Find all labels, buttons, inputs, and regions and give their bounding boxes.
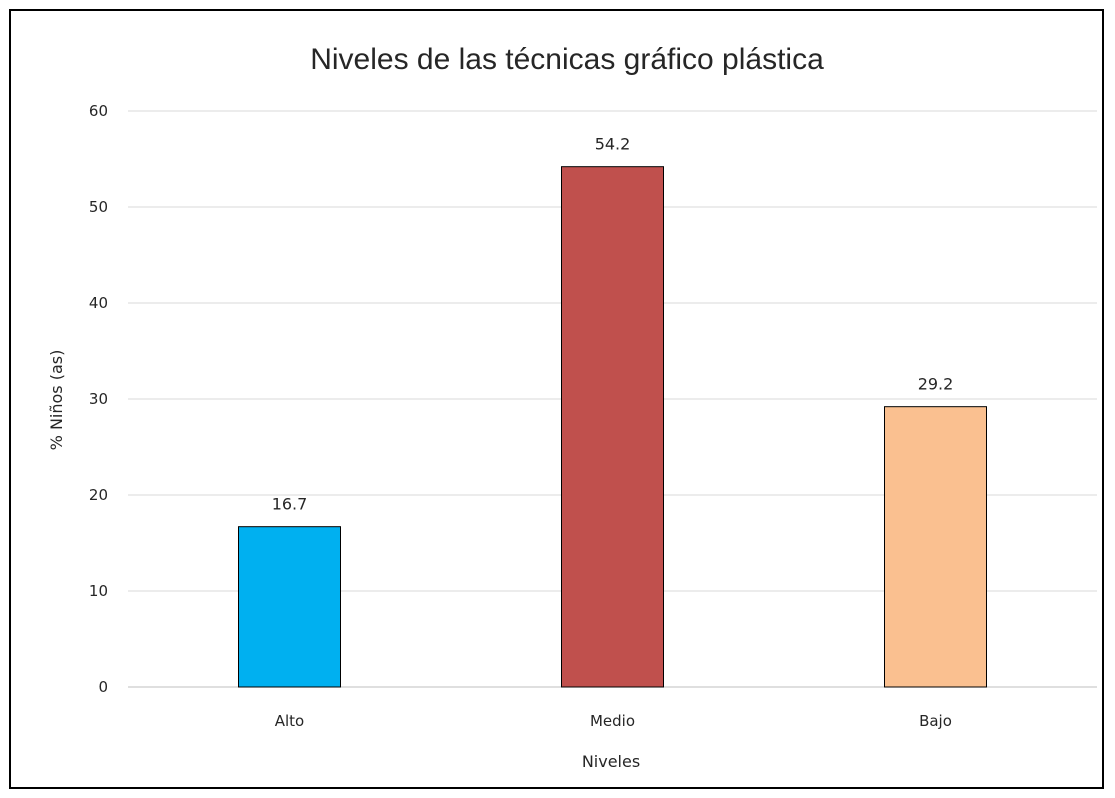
bar-alto	[238, 526, 341, 688]
data-label-bajo: 29.2	[918, 375, 954, 394]
x-axis-title: Niveles	[582, 752, 640, 771]
chart-title: Niveles de las técnicas gráfico plástica	[310, 43, 824, 76]
y-tick-label: 10	[89, 582, 108, 600]
data-labels: 16.7 54.2 29.2	[272, 135, 954, 514]
x-category-label-medio: Medio	[590, 712, 635, 730]
y-axis-title: % Niños (as)	[47, 350, 66, 451]
bars	[238, 166, 987, 688]
y-tick-label: 30	[89, 390, 108, 408]
y-tick-label: 0	[98, 678, 108, 696]
y-tick-label: 60	[89, 102, 108, 120]
data-label-alto: 16.7	[272, 495, 308, 514]
y-tick-label: 20	[89, 486, 108, 504]
y-tick-label: 50	[89, 198, 108, 216]
y-tick-label: 40	[89, 294, 108, 312]
bar-medio	[561, 166, 664, 688]
data-label-medio: 54.2	[595, 135, 631, 154]
y-axis-ticks: 0 10 20 30 40 50 60	[89, 102, 108, 696]
x-category-label-bajo: Bajo	[919, 712, 952, 730]
x-axis-categories: Alto Medio Bajo	[275, 712, 952, 730]
bar-bajo	[884, 406, 987, 688]
x-category-label-alto: Alto	[275, 712, 305, 730]
